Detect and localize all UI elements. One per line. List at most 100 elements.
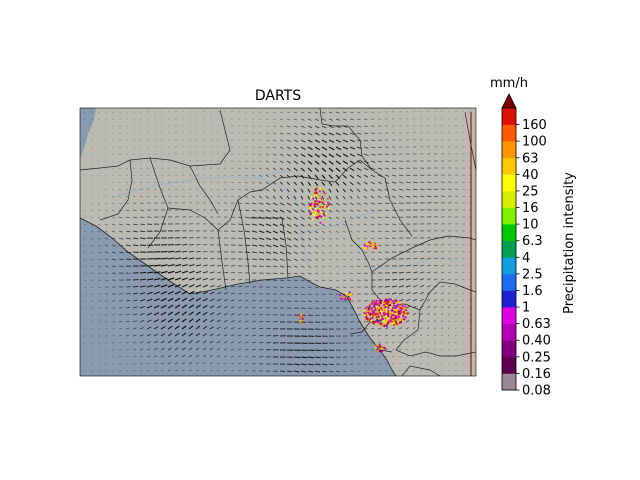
- wind-arrow: [83, 188, 86, 191]
- wind-arrow: [419, 195, 425, 198]
- wind-arrow: [321, 300, 326, 302]
- wind-arrow: [370, 251, 375, 254]
- precip-cell: [310, 196, 313, 199]
- precip-cell: [323, 213, 325, 216]
- wind-arrow: [265, 349, 271, 351]
- wind-arrow: [349, 174, 355, 179]
- precip-cell: [397, 303, 399, 306]
- wind-arrow: [139, 195, 143, 198]
- wind-arrow: [132, 230, 138, 233]
- wind-arrow: [440, 195, 445, 198]
- colorbar-label: Precipitation intensity: [562, 172, 577, 314]
- precip-cell: [378, 302, 381, 304]
- wind-arrow: [181, 318, 187, 323]
- wind-arrow: [181, 243, 188, 246]
- precip-cell: [374, 303, 376, 306]
- wind-arrow: [419, 271, 425, 274]
- colorbar-swatch: [502, 174, 516, 192]
- wind-arrow: [447, 188, 452, 190]
- wind-arrow: [454, 341, 457, 344]
- wind-arrow: [146, 291, 153, 295]
- wind-arrow: [195, 244, 201, 246]
- wind-arrow: [125, 202, 130, 205]
- wind-arrow: [202, 340, 207, 344]
- wind-arrow: [307, 132, 313, 136]
- wind-arrow: [132, 363, 136, 365]
- precip-cell: [298, 320, 301, 322]
- wind-arrow: [216, 278, 222, 281]
- wind-arrow: [356, 167, 362, 171]
- wind-arrow: [258, 258, 265, 261]
- wind-arrow: [174, 264, 182, 267]
- wind-arrow: [223, 292, 229, 295]
- wind-arrow: [426, 251, 431, 253]
- wind-arrow: [405, 271, 411, 274]
- wind-arrow: [349, 139, 355, 143]
- wind-arrow: [384, 285, 390, 288]
- precip-cell: [312, 197, 315, 200]
- wind-arrow: [118, 230, 124, 233]
- wind-arrow: [97, 216, 101, 219]
- wind-arrow: [377, 216, 382, 219]
- wind-arrow: [139, 285, 146, 288]
- precip-cell: [318, 197, 321, 199]
- wind-arrow: [342, 202, 347, 206]
- wind-arrow: [363, 118, 368, 120]
- wind-arrow: [202, 264, 208, 267]
- wind-arrow: [160, 369, 164, 372]
- wind-arrow: [370, 342, 375, 344]
- precip-cell: [365, 308, 367, 310]
- wind-arrow: [461, 265, 465, 267]
- wind-arrow: [342, 146, 349, 150]
- wind-arrow: [419, 181, 425, 184]
- wind-arrow: [118, 237, 124, 240]
- wind-arrow: [244, 320, 249, 323]
- wind-arrow: [174, 243, 181, 246]
- wind-arrow: [391, 202, 397, 204]
- wind-arrow: [349, 118, 354, 121]
- wind-arrow: [370, 132, 375, 134]
- wind-arrow: [321, 118, 327, 121]
- precip-cell: [314, 205, 316, 208]
- wind-arrow: [314, 139, 320, 143]
- wind-arrow: [307, 370, 314, 373]
- wind-arrow: [132, 209, 137, 212]
- wind-arrow: [272, 132, 277, 135]
- wind-arrow: [202, 257, 208, 260]
- wind-arrow: [342, 370, 347, 372]
- wind-arrow: [349, 216, 354, 219]
- precip-cell: [397, 301, 400, 304]
- wind-arrow: [132, 356, 136, 358]
- wind-arrow: [125, 327, 130, 330]
- wind-arrow: [293, 202, 299, 206]
- wind-arrow: [258, 195, 263, 199]
- precip-cell: [385, 307, 388, 310]
- precip-cell: [388, 310, 391, 313]
- wind-arrow: [307, 230, 312, 234]
- map-panel: [80, 108, 476, 376]
- wind-arrow: [391, 230, 397, 232]
- precip-cell: [327, 207, 330, 210]
- wind-arrow: [342, 125, 348, 128]
- wind-arrow: [286, 237, 292, 241]
- wind-arrow: [461, 285, 465, 288]
- wind-arrow: [237, 313, 242, 316]
- wind-arrow: [146, 348, 151, 351]
- wind-arrow: [370, 195, 375, 199]
- wind-arrow: [426, 348, 429, 351]
- wind-arrow: [181, 277, 188, 281]
- wind-arrow: [384, 167, 390, 170]
- precip-cell: [376, 319, 379, 321]
- wind-arrow: [90, 272, 94, 274]
- precip-cell: [374, 316, 377, 318]
- precip-cell: [387, 312, 390, 314]
- wind-arrow: [447, 369, 450, 372]
- wind-arrow: [125, 299, 131, 302]
- wind-arrow: [244, 167, 248, 169]
- precip-cell: [396, 316, 398, 319]
- wind-arrow: [321, 237, 325, 241]
- wind-arrow: [97, 272, 102, 274]
- wind-arrow: [405, 370, 409, 372]
- wind-arrow: [209, 278, 215, 281]
- precip-cell: [381, 325, 384, 328]
